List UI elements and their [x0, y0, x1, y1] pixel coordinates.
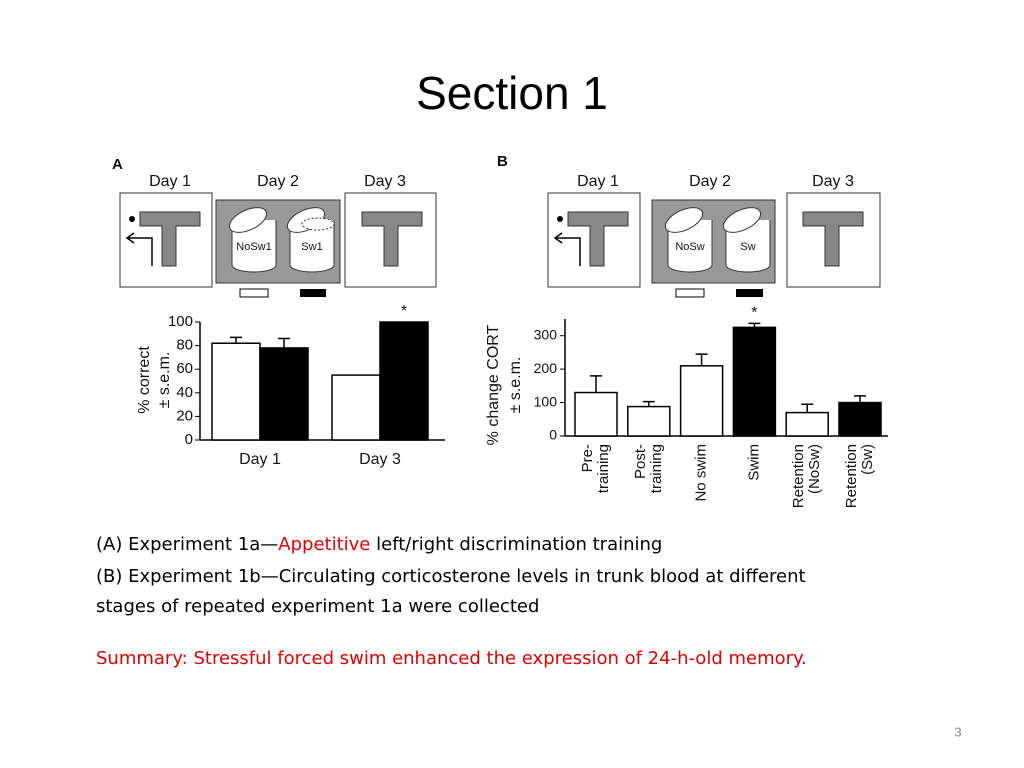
- diagram-b: B Day 1 Day 2 Day 3 NoSw Sw: [497, 153, 881, 298]
- error-bar: [695, 353, 708, 366]
- y-tick-label: 0: [185, 431, 193, 448]
- y-axis-label: % correct: [136, 346, 153, 414]
- y-tick-label: 60: [176, 360, 193, 377]
- cup-label: NoSw1: [236, 241, 271, 253]
- diagram-a: A Day 1 Day 2 Day 3 NoSw1 Sw1: [112, 156, 437, 298]
- summary: Summary: Stressful forced swim enhanced …: [96, 648, 807, 669]
- t-maze: [361, 211, 423, 267]
- error-bar: [748, 322, 761, 328]
- legend-swatch: [239, 288, 269, 298]
- day-label: Day 1: [577, 173, 619, 190]
- x-tick-label: No swim: [693, 444, 710, 502]
- t-maze: [567, 211, 629, 267]
- y-tick-label: 100: [168, 313, 193, 330]
- legend-swatch: [300, 289, 326, 297]
- x-tick-label: training: [595, 444, 612, 493]
- y-axis-label: ± s.e.m.: [156, 352, 173, 409]
- x-tick-label: (NoSw): [806, 444, 823, 494]
- day-label: Day 3: [812, 173, 854, 190]
- caption-text: (A) Experiment 1a—: [96, 534, 278, 555]
- page-number: 3: [954, 724, 961, 739]
- panel-label: A: [112, 156, 123, 173]
- x-tick-label: training: [648, 444, 665, 493]
- day-label: Day 2: [257, 173, 299, 190]
- y-axis-label: ± s.e.m.: [507, 357, 524, 414]
- caption-a: (A) Experiment 1a—Appetitive left/right …: [96, 534, 662, 555]
- bar: [331, 374, 381, 441]
- x-tick-label: Post-: [632, 444, 649, 479]
- y-tick-label: 100: [534, 393, 558, 409]
- arrow: [125, 232, 153, 266]
- caption-b: stages of repeated experiment 1a were co…: [96, 596, 539, 617]
- error-bar: [590, 375, 602, 393]
- error-bar: [230, 336, 242, 344]
- y-tick-label: 300: [534, 326, 558, 342]
- lid: [228, 207, 268, 233]
- bar: [838, 401, 882, 437]
- x-tick-label: Retention: [843, 444, 860, 508]
- bar: [574, 391, 618, 437]
- slide-title: Section 1: [416, 67, 608, 119]
- arrow: [553, 232, 581, 266]
- day-label: Day 2: [689, 173, 731, 190]
- legend-swatch: [675, 288, 705, 298]
- y-tick-label: 20: [176, 407, 193, 424]
- x-tick-label: Day 1: [239, 451, 281, 468]
- caption-text: left/right discrimination training: [370, 534, 662, 555]
- x-tick-label: Day 3: [359, 451, 401, 468]
- y-axis-label: % change CORT: [485, 324, 502, 445]
- box: [547, 192, 641, 288]
- t-maze: [139, 211, 201, 267]
- lid: [722, 207, 762, 233]
- x-tick-label: Retention: [790, 444, 807, 508]
- x-tick-label: Pre-: [579, 444, 596, 472]
- error-bar: [642, 400, 655, 407]
- cup-label: Sw: [740, 241, 755, 253]
- caption-highlight: Appetitive: [278, 534, 370, 555]
- bar: [732, 326, 777, 437]
- error-bar: [801, 403, 814, 413]
- lid: [664, 207, 704, 233]
- cup-label: Sw1: [301, 241, 322, 253]
- panel-label: B: [497, 153, 508, 170]
- water: [301, 217, 335, 231]
- bar: [679, 365, 724, 437]
- bar: [785, 411, 829, 437]
- cup: [231, 220, 277, 273]
- y-tick-label: 0: [549, 427, 557, 443]
- x-tick-label: (Sw): [859, 444, 876, 475]
- x-tick-label: Swim: [745, 444, 762, 481]
- y-tick-label: 200: [534, 360, 558, 376]
- bar: [259, 347, 309, 441]
- day-label: Day 3: [364, 173, 406, 190]
- rat: [129, 216, 135, 222]
- caption-b: (B) Experiment 1b—Circulating corticoste…: [96, 566, 806, 587]
- day-label: Day 1: [149, 173, 191, 190]
- bar: [627, 405, 671, 437]
- legend-swatch: [736, 289, 763, 297]
- error-bar: [854, 395, 866, 403]
- cup: [289, 220, 335, 273]
- y-tick-label: 40: [176, 384, 193, 401]
- annotation: *: [751, 305, 757, 322]
- t-maze: [802, 211, 864, 267]
- bar: [379, 321, 429, 441]
- error-bar: [278, 337, 290, 348]
- cup: [667, 220, 713, 273]
- y-tick-label: 80: [176, 337, 193, 354]
- annotation: *: [401, 303, 407, 320]
- rat: [557, 216, 563, 222]
- bar: [211, 342, 261, 441]
- cup: [725, 220, 771, 273]
- cup-label: NoSw: [675, 241, 704, 253]
